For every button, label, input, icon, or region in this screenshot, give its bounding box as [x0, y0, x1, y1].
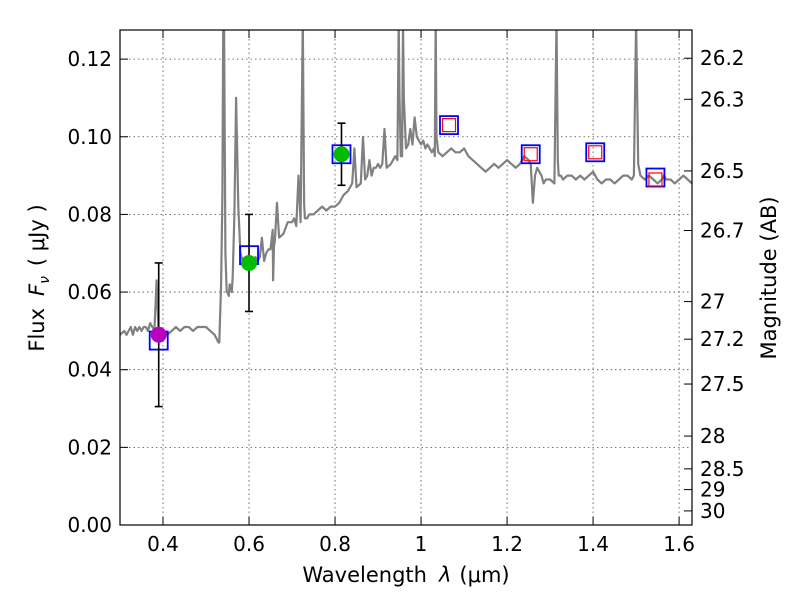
y2-tick-label: 30: [700, 499, 725, 523]
y-tick-label: 0.02: [67, 435, 112, 459]
x-tick-label: 1.4: [577, 532, 609, 556]
x-axis-label: Wavelength λ (μm): [302, 563, 509, 587]
x-tick-label: 0.8: [319, 532, 351, 556]
upper-limit-square: [523, 147, 538, 162]
observed-photometry-point: [150, 326, 167, 343]
y2-tick-label: 28: [700, 424, 725, 448]
x-tick-label: 1.2: [491, 532, 523, 556]
y2-tick-label: 27: [700, 290, 725, 314]
plot-frame: [119, 29, 693, 526]
y-tick-label: 0.06: [67, 280, 112, 304]
spectrum-series: [120, 30, 692, 344]
y-tick-label: 0.12: [67, 47, 112, 71]
y2-axis-label: Magnitude (AB): [757, 196, 781, 359]
observed-photometry-point: [333, 146, 350, 163]
y2-tick-label: 27.5: [700, 372, 745, 396]
x-tick-label: 1: [415, 532, 428, 556]
y2-tick-label: 28.5: [700, 457, 745, 481]
model-photometry-square: [520, 144, 541, 165]
y-axis-label: FluxFν( μJy ): [25, 204, 53, 351]
axis-ticks: 0.4 0.6 0.8 1 1.2 1.4 1.6 0.00 0.02 0.04 0.06 0.08 0…: [67, 30, 745, 556]
y2-tick-label: 29: [700, 478, 725, 502]
x-tick-label: 0.4: [147, 532, 179, 556]
y2-tick-label: 26.3: [700, 87, 745, 111]
y-tick-label: 0.00: [67, 513, 112, 537]
observed-photometry-point: [241, 254, 258, 271]
model-photometry-square: [585, 142, 606, 163]
y2-tick-label: 26.2: [700, 46, 745, 70]
x-tick-label: 1.6: [663, 532, 695, 556]
y2-tick-label: 26.5: [700, 159, 745, 183]
x-tick-label: 0.6: [233, 532, 265, 556]
upper-limit-square: [441, 118, 457, 133]
y-tick-label: 0.04: [67, 358, 112, 382]
y-tick-label: 0.10: [67, 125, 112, 149]
spectrum-line: [120, 30, 692, 344]
model-photometry-square: [439, 115, 459, 136]
y2-tick-label: 26.7: [700, 218, 745, 242]
y2-tick-label: 27.2: [700, 327, 745, 351]
upper-limit-square: [648, 172, 663, 187]
photometry-points: [148, 115, 666, 408]
y-tick-label: 0.08: [67, 202, 112, 226]
grid-lines: [120, 30, 692, 526]
upper-limit-square: [588, 145, 603, 160]
